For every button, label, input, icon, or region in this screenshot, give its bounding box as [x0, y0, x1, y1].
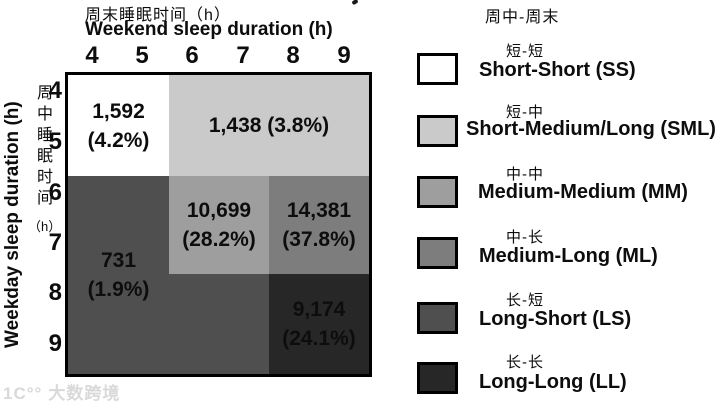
y-tick-5: 5	[48, 128, 62, 155]
x-tick-8: 8	[286, 42, 300, 69]
cell-ls-count: 731	[100, 249, 137, 272]
cell-value-sml: 1,438 (3.8%)	[169, 75, 369, 176]
x-axis-title-zh: 周末睡眠时间（h）	[85, 7, 231, 24]
legend-swatch-ss	[417, 53, 458, 85]
region-medium-medium	[169, 176, 269, 274]
stray-mark	[351, 0, 359, 6]
cell-mm-count: 10,699	[186, 199, 252, 222]
legend-swatch-ls	[417, 302, 458, 334]
cell-ss-count: 1,592	[92, 99, 145, 123]
legend-title: 周中-周末	[485, 9, 560, 26]
cell-ml-count: 14,381	[286, 199, 352, 222]
cell-value-ls: 731 (1.9%)	[68, 176, 169, 374]
cell-value-mm: 10,699 (28.2%)	[169, 176, 269, 274]
legend-label-zh-ss: 短-短	[506, 43, 544, 60]
cell-ll-percent: (24.1%)	[282, 327, 356, 350]
y-tick-9: 9	[48, 330, 62, 357]
cell-value-ll: 9,174 (24.1%)	[269, 274, 369, 374]
watermark-text: 大数跨境	[48, 384, 121, 403]
legend-swatch-mm	[417, 176, 458, 208]
legend-label-zh-ml: 中-长	[506, 229, 544, 246]
legend-label-en-ml: Medium-Long (ML)	[479, 245, 658, 267]
y-axis-title-en: Weekday sleep duration (h)	[2, 101, 23, 348]
x-tick-4: 4	[85, 42, 99, 69]
legend-label-zh-ls: 长-短	[506, 292, 544, 309]
region-long-short-left	[68, 176, 169, 374]
cell-sml-count-percent: 1,438 (3.8%)	[208, 114, 330, 137]
x-tick-5: 5	[135, 42, 149, 69]
legend-swatch-sml	[417, 115, 458, 147]
legend-label-zh-ll: 长-长	[506, 354, 544, 371]
y-tick-4: 4	[48, 77, 62, 104]
legend-swatch-ll	[417, 362, 458, 394]
legend-label-en-mm: Medium-Medium (MM)	[478, 181, 688, 203]
cell-value-ml: 14,381 (37.8%)	[269, 176, 369, 274]
y-tick-8: 8	[48, 279, 62, 306]
cell-value-ss: 1,592 (4.2%)	[68, 75, 169, 176]
x-axis-title-en: Weekend sleep duration (h)	[85, 19, 333, 40]
cell-ss-percent: (4.2%)	[87, 128, 150, 152]
x-tick-9: 9	[337, 42, 351, 69]
watermark-logo-icon: 1Ϲ°°	[3, 384, 43, 403]
region-long-short-bottom	[169, 274, 269, 374]
legend-label-en-sml: Short-Medium/Long (SML)	[466, 118, 716, 140]
cell-ls-percent: (1.9%)	[87, 278, 150, 301]
y-tick-6: 6	[48, 179, 62, 206]
legend-label-en-ss: Short-Short (SS)	[479, 59, 636, 81]
region-long-long	[269, 274, 369, 374]
cell-ml-percent: (37.8%)	[282, 228, 356, 251]
region-short-short	[68, 75, 169, 176]
legend-label-zh-sml: 短-中	[506, 104, 544, 121]
watermark: 1Ϲ°° 大数跨境	[3, 379, 120, 404]
legend-swatch-ml	[417, 237, 458, 269]
cell-mm-percent: (28.2%)	[182, 228, 256, 251]
y-axis-unit: （h）	[28, 219, 62, 234]
x-tick-6: 6	[185, 42, 199, 69]
cell-ll-count: 9,174	[292, 298, 346, 321]
heatmap-grid: 1,592 (4.2%) 1,438 (3.8%) 10,699 (28.2%)…	[65, 72, 372, 377]
legend-label-zh-mm: 中-中	[506, 166, 544, 183]
y-tick-7: 7	[48, 229, 62, 256]
region-short-medium-long	[169, 75, 369, 176]
legend-label-en-ls: Long-Short (LS)	[479, 308, 632, 330]
legend-label-en-ll: Long-Long (LL)	[479, 371, 627, 393]
region-medium-long	[269, 176, 369, 274]
y-axis-title-zh: 周中睡眠时间	[34, 84, 51, 210]
x-tick-7: 7	[236, 42, 250, 69]
